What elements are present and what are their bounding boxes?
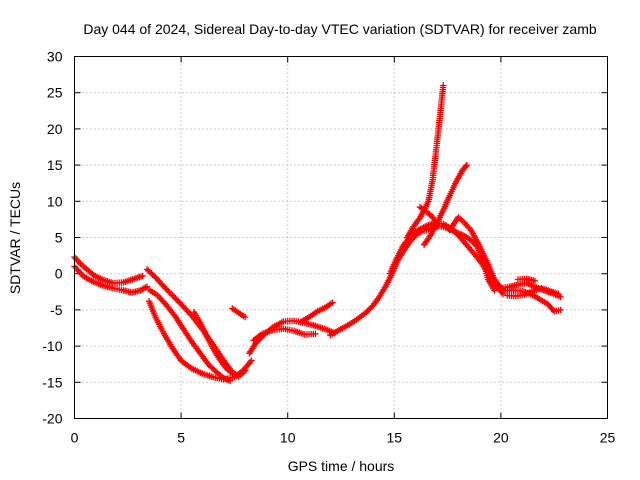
y-tick-label: 10 [47, 193, 63, 209]
data-point [452, 230, 460, 237]
data-point [496, 283, 503, 291]
series-7 [229, 305, 249, 321]
data-point [433, 221, 441, 228]
series-15 [416, 203, 441, 228]
y-tick-label: -10 [42, 338, 62, 354]
y-tick-label: -20 [42, 411, 62, 427]
x-tick-label: 20 [493, 430, 509, 446]
data-point [531, 277, 539, 285]
data-marks [71, 82, 564, 385]
y-tick-label: -5 [50, 302, 63, 318]
data-point [248, 357, 255, 364]
x-tick-label: 5 [177, 430, 185, 446]
data-point [247, 358, 254, 366]
y-tick-label: 15 [47, 157, 63, 173]
data-point [162, 285, 169, 292]
data-point [150, 272, 158, 280]
axis-ticks [74, 56, 608, 419]
series-9 [250, 325, 319, 344]
data-point [168, 290, 175, 298]
data-point [165, 287, 172, 295]
tick-labels: 0 5 10 15 20 25 -20 -15 -10 -5 0 5 10 15 20 25 30 [42, 49, 615, 446]
data-point [440, 82, 447, 89]
y-tick-label: 30 [47, 49, 63, 65]
y-tick-label: 0 [55, 266, 63, 282]
data-point [170, 293, 178, 301]
y-tick-label: 20 [47, 121, 63, 137]
x-tick-label: 0 [71, 430, 79, 446]
series-5 [145, 298, 255, 383]
data-point [463, 161, 470, 169]
series-20 [514, 275, 539, 285]
data-point [549, 306, 557, 314]
series-19 [504, 285, 562, 300]
series-6 [190, 308, 236, 377]
data-point [329, 299, 336, 306]
data-point [312, 330, 319, 337]
x-tick-label: 10 [280, 430, 296, 446]
data-point [241, 313, 249, 321]
y-tick-label: 25 [47, 85, 63, 101]
data-point [462, 163, 469, 170]
plot-frame [74, 56, 608, 419]
x-tick-label: 25 [600, 430, 616, 446]
y-tick-label: -15 [42, 374, 62, 390]
data-point [139, 272, 146, 280]
y-axis-label: SDTVAR / TECUs [7, 182, 23, 294]
series-10 [297, 299, 336, 326]
data-point [555, 290, 562, 298]
data-point [491, 287, 498, 294]
grid [74, 56, 608, 419]
x-tick-label: 15 [387, 430, 403, 446]
x-axis-label: GPS time / hours [288, 458, 395, 474]
data-point [557, 306, 564, 314]
y-tick-label: 5 [55, 230, 63, 246]
data-point [229, 370, 236, 377]
series-2 [71, 263, 151, 296]
chart-title: Day 044 of 2024, Sidereal Day-to-day VTE… [83, 21, 596, 37]
